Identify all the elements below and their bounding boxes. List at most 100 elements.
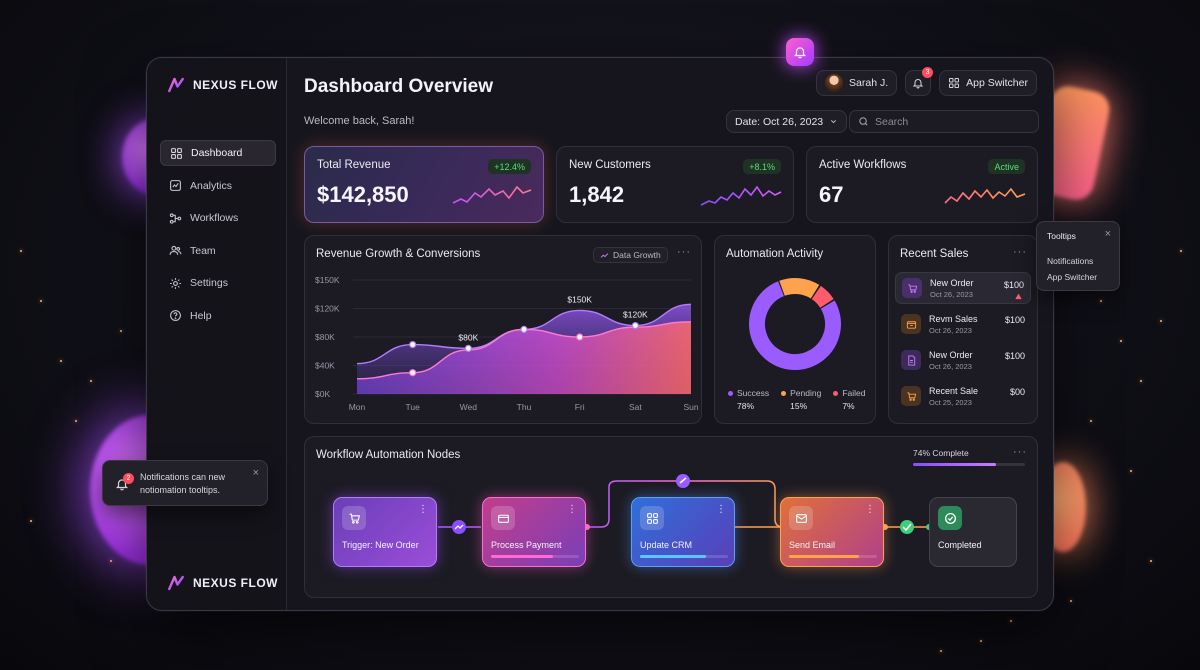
more-options-button[interactable]: ··· [677, 246, 691, 258]
sparkle [60, 360, 62, 362]
sale-row[interactable]: Recent Sale Oct 25, 2023 $00 [895, 380, 1031, 412]
node-label: Send Email [789, 540, 836, 550]
card-icon [491, 506, 515, 530]
node-label: Process Payment [491, 540, 562, 550]
x-tick-label: Thu [517, 402, 532, 412]
legend-label: Pending [790, 388, 822, 398]
chart-icon [169, 179, 182, 192]
node-menu-button[interactable]: ⋮ [567, 504, 577, 515]
legend-item-success: Success 78% [728, 388, 769, 411]
y-tick-label: $150K [315, 275, 340, 285]
sidebar-item-help[interactable]: Help [160, 303, 276, 329]
card-title: Recent Sales [900, 248, 969, 260]
legend-dot [833, 391, 839, 396]
sale-name: Revm Sales [929, 313, 978, 324]
stat-badge: Active [988, 159, 1025, 174]
sale-name: Recent Sale [929, 385, 979, 396]
more-options-button[interactable]: ··· [1013, 246, 1027, 258]
sidebar-item-analytics[interactable]: Analytics [160, 173, 276, 199]
cart-icon [342, 506, 366, 530]
workflow-node-trigger[interactable]: ⋮ Trigger: New Order [333, 497, 437, 567]
user-name: Sarah J. [849, 77, 889, 89]
legend-item-failed: Failed 7% [833, 388, 865, 411]
automation-card: Automation Activity Success 78% Pending … [714, 235, 876, 424]
legend-dot [728, 391, 733, 396]
x-tick-label: Fri [575, 402, 585, 412]
nexus-logo-icon [168, 77, 184, 93]
stat-badge: +12.4% [488, 159, 531, 174]
toast-text: Notifications can new notiomation toolti… [140, 472, 226, 495]
user-menu-button[interactable]: Sarah J. [816, 70, 898, 96]
workflow-node-payment[interactable]: ⋮ Process Payment [482, 497, 586, 567]
sidebar-item-settings[interactable]: Settings [160, 270, 276, 296]
sparkle [20, 250, 22, 252]
users-icon [640, 506, 664, 530]
node-progress-bar [640, 555, 728, 558]
sale-amount: $100 [1004, 351, 1025, 361]
workflow-node-completed[interactable]: Completed [929, 497, 1017, 567]
card-title: Automation Activity [726, 248, 824, 260]
y-tick-label: $40K [315, 361, 335, 371]
search-icon [859, 117, 868, 126]
sale-row[interactable]: New Order Oct 26, 2023 $100 [895, 272, 1031, 304]
stat-badge: +8.1% [743, 159, 781, 174]
stat-value: 67 [819, 182, 844, 207]
app-switcher-button[interactable]: App Switcher [939, 70, 1037, 96]
close-icon[interactable]: × [1104, 228, 1111, 240]
doc-icon [901, 350, 921, 370]
date-picker[interactable]: Date: Oct 26, 2023 [726, 110, 848, 133]
sidebar: NEXUS FLOW Dashboard Analytics Workflows… [147, 58, 287, 610]
popover-item-notifications[interactable]: Notifications [1047, 256, 1094, 266]
data-label: $80K [458, 332, 478, 342]
x-tick-label: Wed [460, 402, 478, 412]
notifications-button[interactable]: 3 [905, 67, 934, 96]
progress-fill [640, 555, 706, 558]
more-options-button[interactable]: ··· [1013, 446, 1027, 458]
sparkle [90, 380, 92, 382]
donut-legend: Success 78% Pending 15% Failed 7% [728, 388, 865, 411]
stat-value: 1,842 [569, 182, 625, 207]
cart-icon [901, 386, 921, 406]
node-label: Trigger: New Order [342, 540, 419, 550]
sidebar-item-dashboard[interactable]: Dashboard [160, 140, 276, 166]
sparkle [940, 650, 942, 652]
legend-label: Success [737, 388, 770, 398]
app-switcher-label: App Switcher [966, 77, 1028, 89]
stat-card-revenue[interactable]: Total Revenue +12.4% $142,850 [304, 146, 544, 223]
legend-pct: 78% [737, 401, 755, 411]
sidebar-item-team[interactable]: Team [160, 238, 276, 264]
brand-logo-bottom[interactable]: NEXUS FLOW [167, 574, 278, 592]
main-content: Dashboard Overview Welcome back, Sarah! … [288, 58, 1053, 610]
sale-amount: $100 [1004, 315, 1025, 325]
y-tick-label: $80K [315, 332, 335, 342]
sparkle [1120, 340, 1122, 342]
sidebar-item-workflows[interactable]: Workflows [160, 205, 276, 231]
brand-name: NEXUS FLOW [193, 78, 278, 92]
sale-row[interactable]: Revm Sales Oct 26, 2023 $100 [895, 308, 1031, 340]
sparkle [120, 330, 122, 332]
legend-pct: 15% [790, 401, 808, 411]
sidebar-item-label: Settings [190, 277, 228, 290]
sparkle [1090, 420, 1092, 422]
search-input[interactable] [875, 115, 1025, 128]
node-menu-button[interactable]: ⋮ [865, 504, 875, 515]
data-growth-toggle[interactable]: Data Growth [593, 247, 668, 263]
donut-slice-success [749, 278, 841, 370]
popover-item-app-switcher[interactable]: App Switcher [1047, 272, 1098, 282]
node-menu-button[interactable]: ⋮ [418, 504, 428, 515]
floating-bell-button[interactable] [786, 38, 814, 66]
workflow-node-email[interactable]: ⋮ Send Email [780, 497, 884, 567]
sparkle [1100, 300, 1102, 302]
workflow-node-crm[interactable]: ⋮ Update CRM [631, 497, 735, 567]
sparkline [452, 185, 532, 204]
page-title: Dashboard Overview [304, 76, 494, 97]
node-menu-button[interactable]: ⋮ [716, 504, 726, 515]
sale-name: New Order [929, 349, 973, 360]
sale-row[interactable]: New Order Oct 26, 2023 $100 [895, 344, 1031, 376]
stat-card-workflows[interactable]: Active Workflows Active 67 [806, 146, 1038, 223]
stat-card-customers[interactable]: New Customers +8.1% 1,842 [556, 146, 794, 223]
grid-icon [949, 78, 960, 88]
brand-logo-top[interactable]: NEXUS FLOW [167, 76, 278, 94]
close-icon[interactable]: × [252, 467, 259, 479]
x-tick-label: Tue [405, 402, 420, 412]
